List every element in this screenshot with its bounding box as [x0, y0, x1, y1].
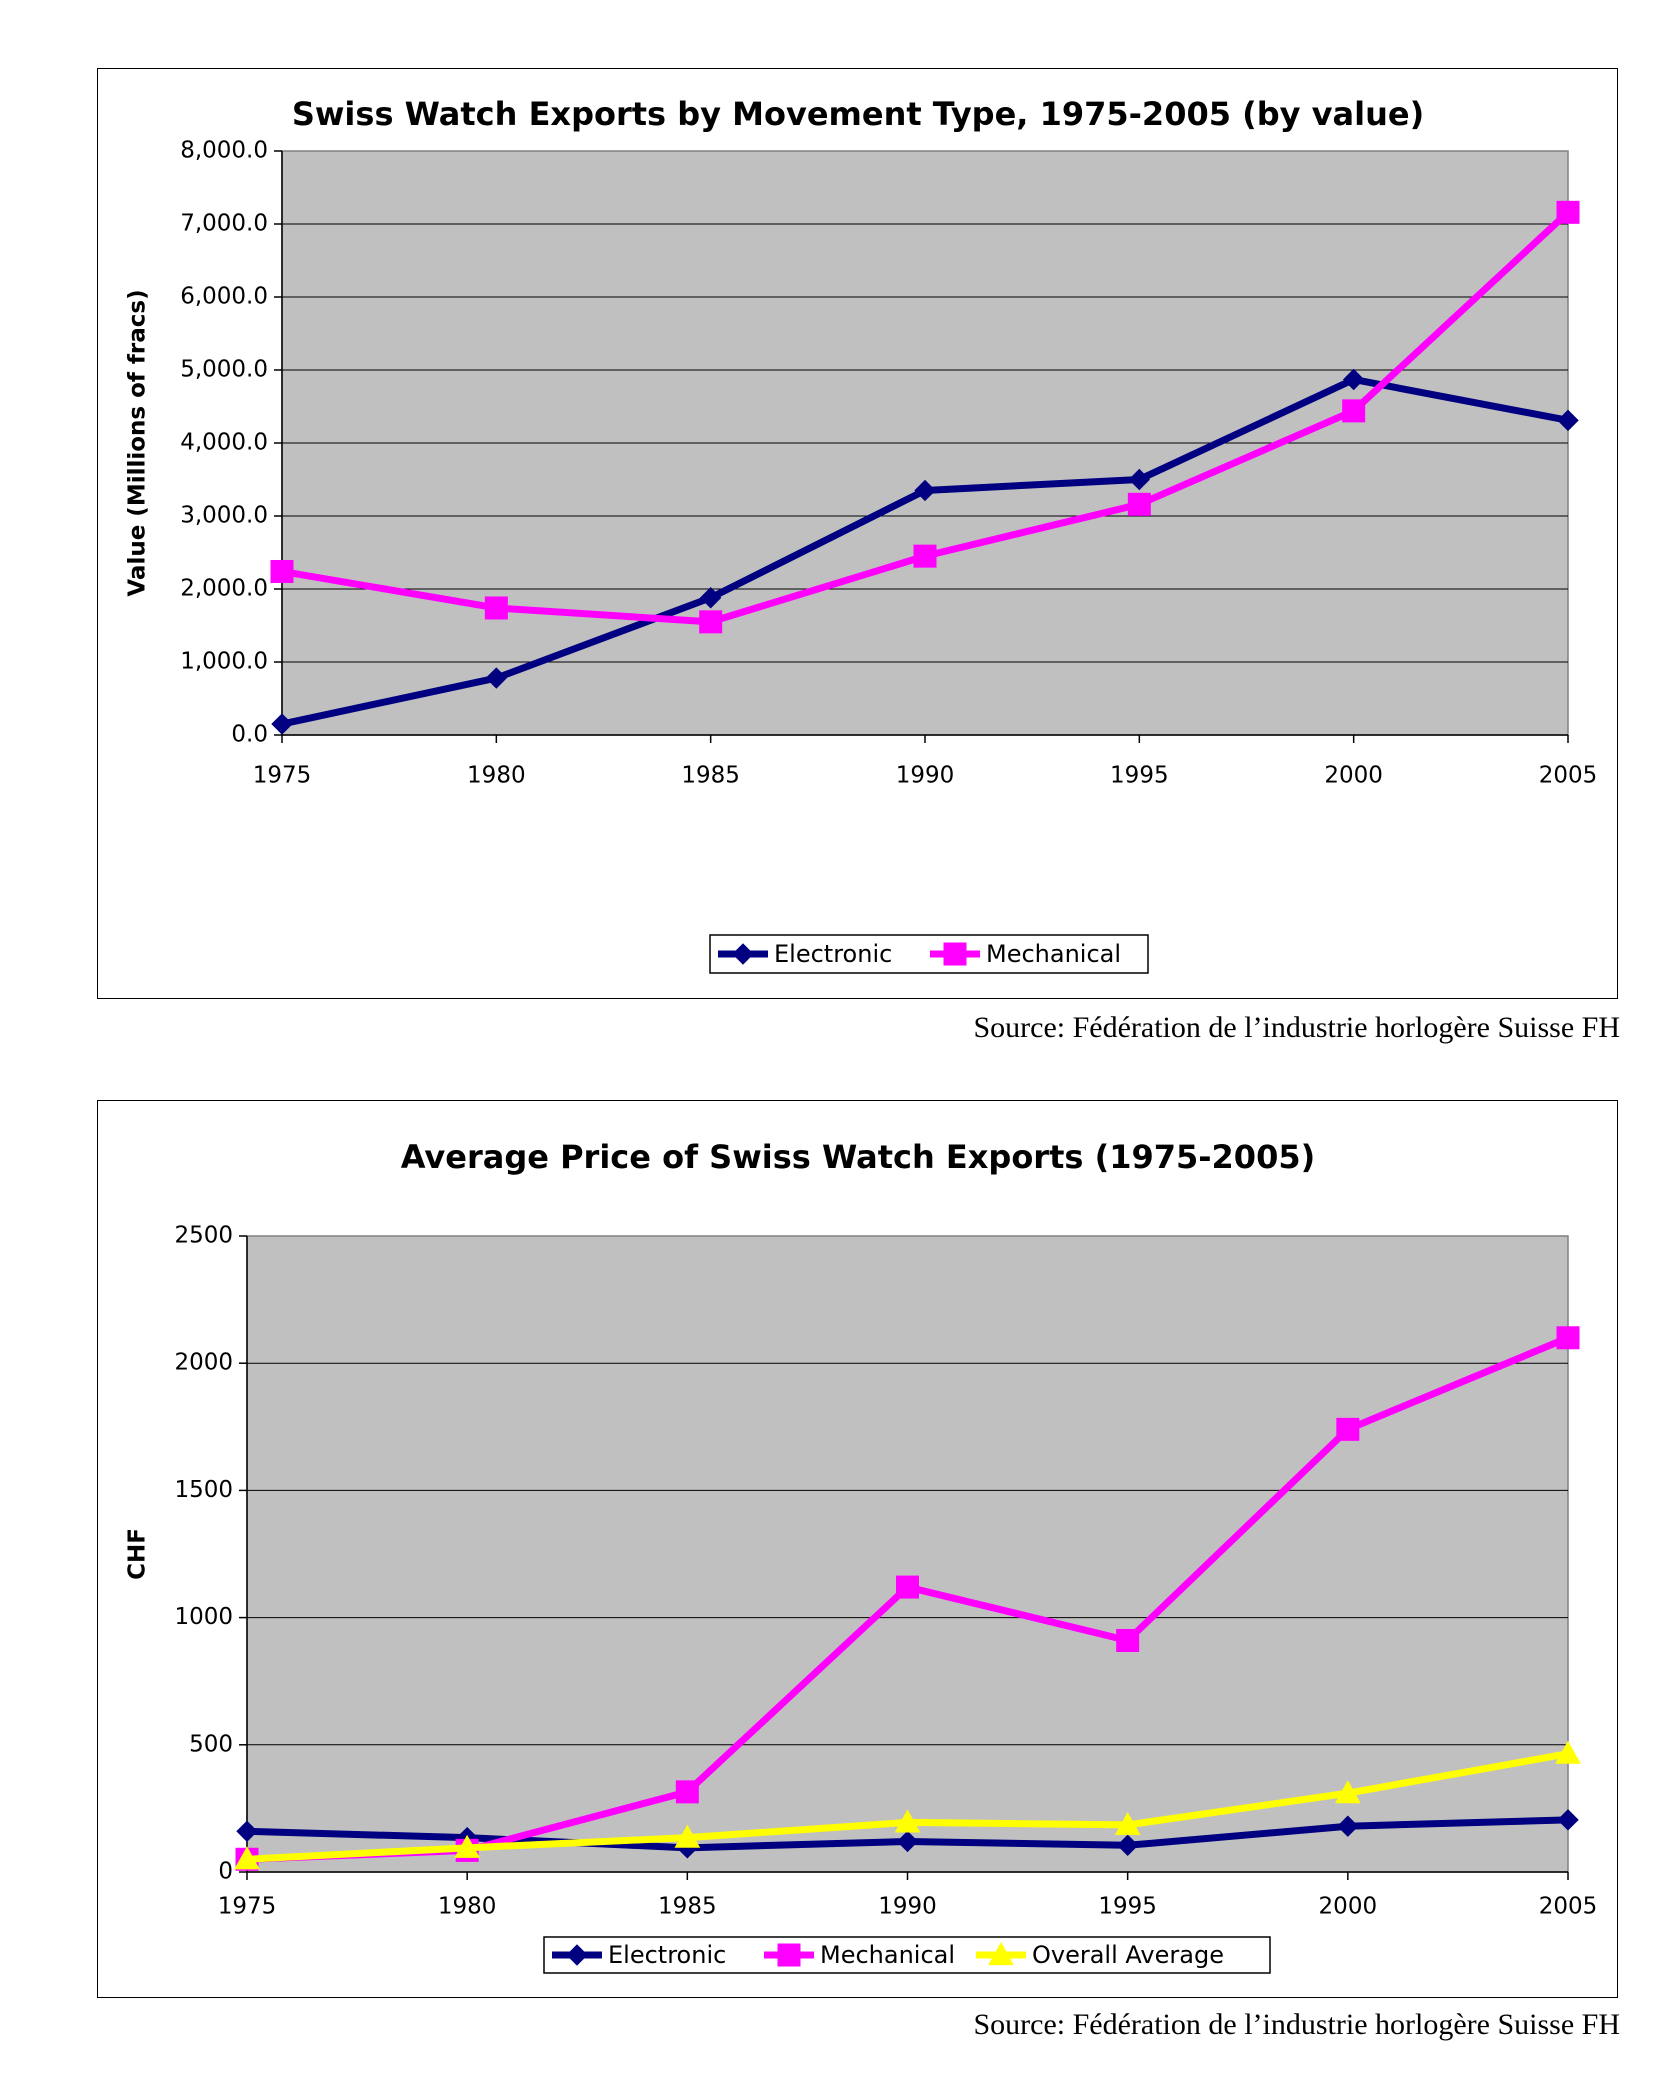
chart-2-frame: Average Price of Swiss Watch Exports (19… — [97, 1100, 1618, 1998]
legend — [709, 934, 1149, 974]
y-tick-label: 1000 — [174, 1604, 233, 1630]
series-mechanical — [270, 200, 1580, 634]
point-electronic — [1337, 1815, 1359, 1837]
x-tick-label: 2000 — [1319, 1894, 1378, 1920]
x-tick-label: 1975 — [253, 763, 312, 789]
point-overall-average — [894, 1809, 921, 1833]
y-tick-label: 4,000.0 — [180, 430, 268, 456]
series-electronic — [271, 368, 1579, 735]
legend-label-electronic: Electronic — [608, 1941, 726, 1969]
legend — [543, 1936, 1271, 1974]
point-electronic — [1342, 368, 1365, 391]
point-mechanical — [699, 610, 723, 634]
x-tick-label: 1985 — [658, 1894, 717, 1920]
y-tick-label: 2,000.0 — [180, 576, 268, 602]
point-electronic — [271, 713, 293, 735]
point-mechanical — [1556, 200, 1580, 224]
x-tick-label: 1990 — [896, 763, 955, 789]
point-electronic — [485, 667, 508, 689]
point-mechanical — [1342, 399, 1366, 423]
legend-marker-mechanical — [777, 1943, 801, 1967]
point-electronic — [1116, 1834, 1139, 1856]
chart-1-frame: Swiss Watch Exports by Movement Type, 19… — [97, 68, 1618, 999]
chart-1-source: Source: Fédération de l’industrie horlog… — [973, 1011, 1620, 1044]
y-axis-label: CHF — [125, 1528, 151, 1580]
legend-marker-electronic — [566, 1944, 588, 1966]
chart-2-source: Source: Fédération de l’industrie horlog… — [973, 2008, 1620, 2041]
point-mechanical — [1127, 492, 1151, 516]
x-tick-label: 2000 — [1324, 763, 1383, 789]
point-mechanical — [484, 596, 508, 620]
point-overall-average — [674, 1824, 701, 1848]
y-tick-label: 1500 — [174, 1477, 233, 1503]
point-mechanical — [270, 559, 294, 583]
legend-marker-mechanical — [943, 942, 967, 966]
legend-label-mechanical: Mechanical — [820, 1941, 955, 1969]
y-tick-label: 1,000.0 — [180, 649, 268, 675]
y-tick-label: 3,000.0 — [180, 503, 268, 529]
x-tick-label: 1985 — [681, 763, 740, 789]
chart-title: Average Price of Swiss Watch Exports (19… — [401, 1138, 1315, 1176]
x-tick-label: 2005 — [1539, 1894, 1598, 1920]
point-mechanical — [896, 1575, 919, 1599]
point-mechanical — [1336, 1417, 1360, 1441]
point-electronic — [1128, 468, 1151, 491]
chart-title: Swiss Watch Exports by Movement Type, 19… — [292, 95, 1424, 133]
point-electronic — [1557, 1809, 1579, 1831]
point-overall-average — [1114, 1811, 1141, 1836]
x-tick-label: 1975 — [218, 1894, 277, 1920]
y-axis-label: Value (Millions of fracs) — [125, 289, 151, 596]
series-overall-average — [234, 1740, 1581, 1870]
y-tick-label: 7,000.0 — [180, 211, 268, 237]
y-tick-label: 8,000.0 — [180, 138, 268, 164]
y-tick-label: 2000 — [174, 1350, 233, 1376]
point-overall-average — [1334, 1780, 1361, 1804]
y-tick-label: 0 — [218, 1859, 233, 1885]
point-electronic — [1557, 409, 1579, 432]
x-tick-label: 1980 — [467, 763, 526, 789]
x-tick-label: 1995 — [1098, 1894, 1157, 1920]
chart-1-svg: Swiss Watch Exports by Movement Type, 19… — [125, 95, 1598, 974]
point-mechanical — [913, 544, 937, 568]
point-overall-average — [454, 1834, 481, 1858]
point-electronic — [699, 587, 722, 609]
y-tick-label: 6,000.0 — [180, 284, 268, 310]
legend-label-mechanical: Mechanical — [986, 940, 1121, 968]
y-tick-label: 0.0 — [231, 722, 268, 748]
point-electronic — [236, 1820, 258, 1843]
plot-area — [246, 1235, 1569, 1873]
chart-2-svg: Average Price of Swiss Watch Exports (19… — [125, 1138, 1598, 1974]
legend-label-overall-average: Overall Average — [1032, 1941, 1224, 1969]
point-mechanical — [1556, 1326, 1580, 1350]
point-overall-average — [1555, 1740, 1581, 1764]
point-electronic — [896, 1830, 919, 1853]
x-tick-label: 1990 — [878, 1894, 937, 1920]
point-electronic — [914, 479, 936, 502]
point-mechanical — [675, 1780, 699, 1804]
y-tick-label: 2500 — [174, 1223, 233, 1249]
x-tick-label: 1980 — [438, 1894, 497, 1920]
point-mechanical — [1116, 1628, 1140, 1652]
x-tick-label: 1995 — [1110, 763, 1169, 789]
legend-marker-overall-average — [988, 1941, 1014, 1966]
y-tick-label: 5,000.0 — [180, 357, 268, 383]
point-overall-average — [234, 1846, 260, 1870]
legend-marker-electronic — [732, 943, 754, 965]
y-tick-label: 500 — [189, 1731, 233, 1757]
legend-label-electronic: Electronic — [774, 940, 892, 968]
x-tick-label: 2005 — [1539, 763, 1598, 789]
